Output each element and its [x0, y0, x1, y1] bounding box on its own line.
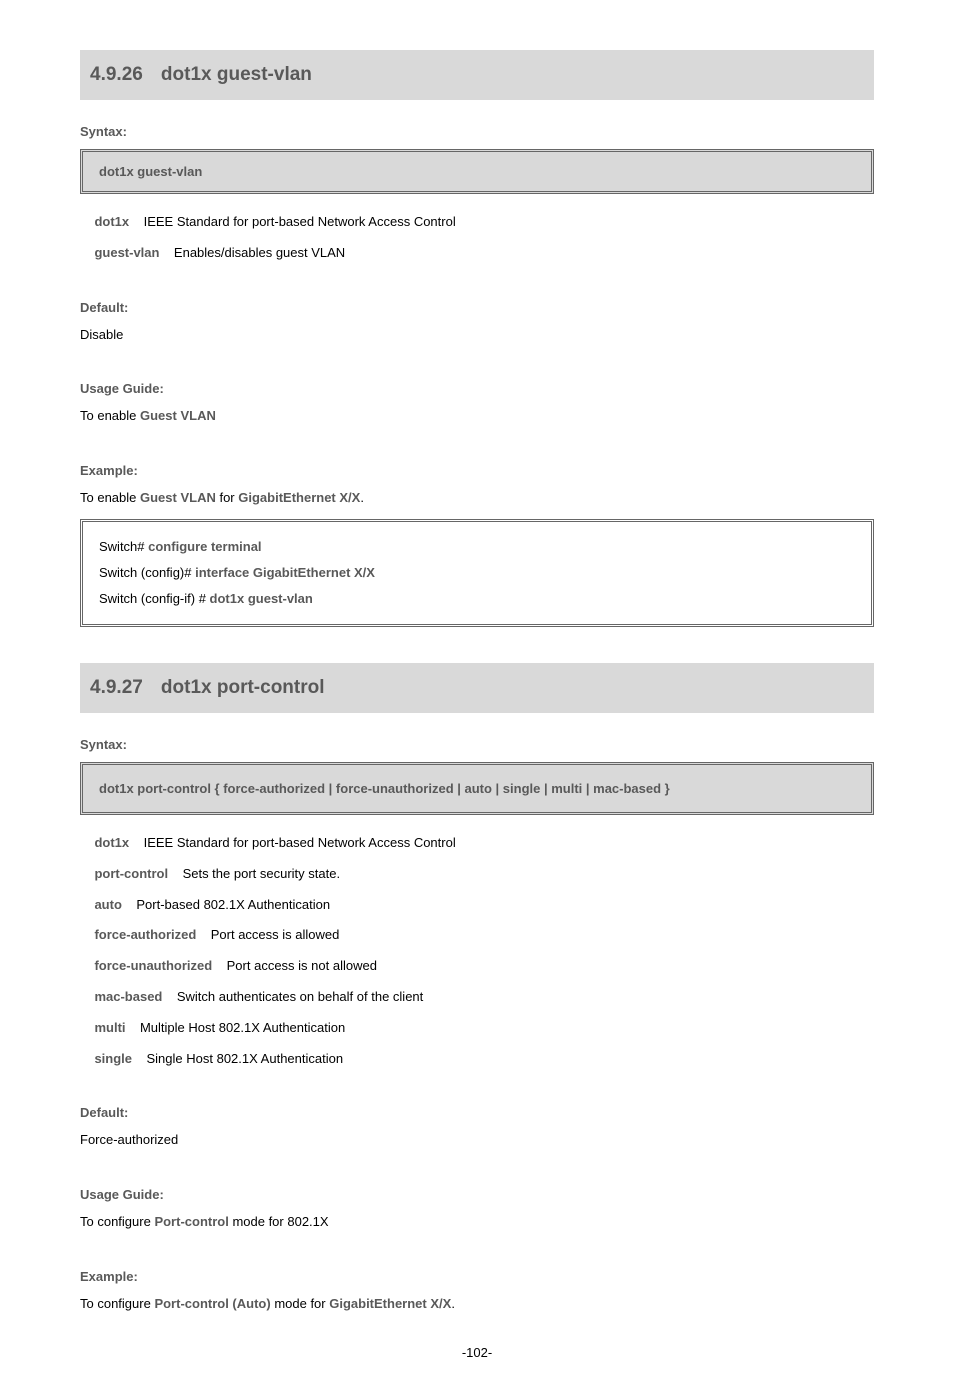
- def-line: force-unauthorized Port access is not al…: [80, 956, 874, 977]
- def-line: dot1x IEEE Standard for port-based Netwo…: [80, 833, 874, 854]
- section-number: 4.9.27: [90, 677, 143, 698]
- code-line: Switch (config)# interface GigabitEthern…: [99, 560, 855, 586]
- default-label: Default:: [80, 1105, 874, 1120]
- def-line: multi Multiple Host 802.1X Authenticatio…: [80, 1018, 874, 1039]
- section-title: dot1x guest-vlan: [161, 64, 312, 85]
- default-label: Default:: [80, 300, 874, 315]
- section-header-2: 4.9.27 dot1x port-control: [80, 663, 874, 713]
- def-line: single Single Host 802.1X Authentication: [80, 1049, 874, 1070]
- syntax-label: Syntax:: [80, 737, 874, 752]
- syntax-box: dot1x port-control { force-authorized | …: [80, 762, 874, 815]
- def-line: port-control Sets the port security stat…: [80, 864, 874, 885]
- syntax-box: dot1x guest-vlan: [80, 149, 874, 194]
- default-value: Disable: [80, 325, 874, 346]
- section-number: 4.9.26: [90, 64, 143, 85]
- usage-text: To configure Port-control mode for 802.1…: [80, 1212, 874, 1233]
- syntax-label: Syntax:: [80, 124, 874, 139]
- usage-label: Usage Guide:: [80, 1187, 874, 1202]
- example-text: To configure Port-control (Auto) mode fo…: [80, 1294, 874, 1315]
- def-line: mac-based Switch authenticates on behalf…: [80, 987, 874, 1008]
- example-label: Example:: [80, 463, 874, 478]
- syntax-text: dot1x port-control { force-authorized | …: [99, 781, 670, 796]
- code-line: Switch# configure terminal: [99, 534, 855, 560]
- code-box: Switch# configure terminal Switch (confi…: [80, 519, 874, 627]
- def-line: force-authorized Port access is allowed: [80, 925, 874, 946]
- usage-label: Usage Guide:: [80, 381, 874, 396]
- def-line: dot1x IEEE Standard for port-based Netwo…: [80, 212, 874, 233]
- section-header-1: 4.9.26 dot1x guest-vlan: [80, 50, 874, 100]
- syntax-text: dot1x guest-vlan: [99, 164, 202, 179]
- example-text: To enable Guest VLAN for GigabitEthernet…: [80, 488, 874, 509]
- example-label: Example:: [80, 1269, 874, 1284]
- section-title: dot1x port-control: [161, 677, 325, 698]
- def-line: guest-vlan Enables/disables guest VLAN: [80, 243, 874, 264]
- code-line: Switch (config-if) # dot1x guest-vlan: [99, 586, 855, 612]
- default-value: Force-authorized: [80, 1130, 874, 1151]
- usage-text: To enable Guest VLAN: [80, 406, 874, 427]
- def-line: auto Port-based 802.1X Authentication: [80, 895, 874, 916]
- page-number: -102-: [80, 1345, 874, 1360]
